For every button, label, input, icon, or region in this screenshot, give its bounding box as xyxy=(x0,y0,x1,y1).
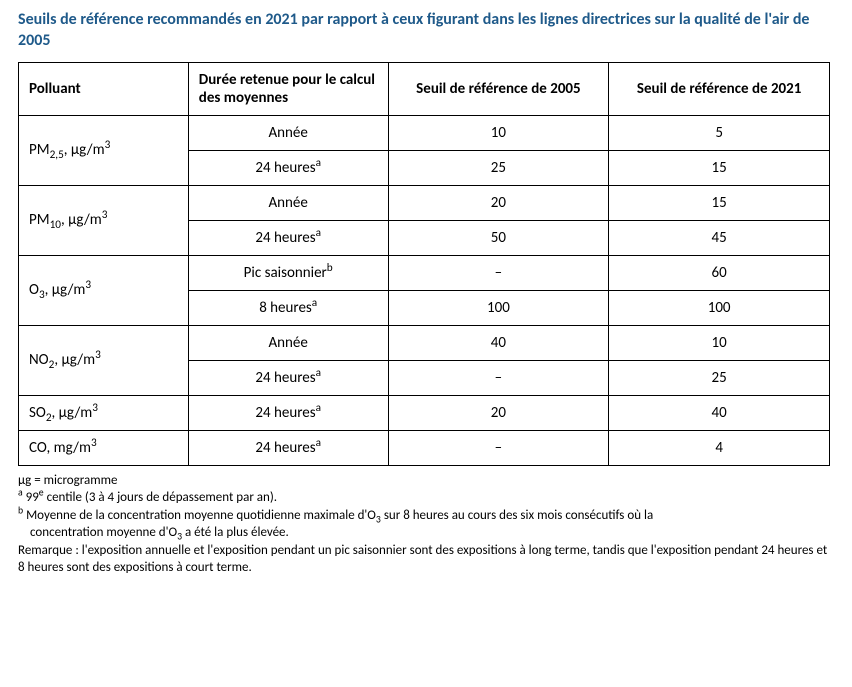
table-header-row: Polluant Durée retenue pour le calcul de… xyxy=(19,62,830,115)
footnote-line: b Moyenne de la concentration moyenne qu… xyxy=(18,507,830,525)
table-row: CO, mg/m324 heuresa–4 xyxy=(19,430,830,465)
cell-2005: – xyxy=(388,255,609,290)
cell-2021: 15 xyxy=(609,150,830,185)
cell-2005: 40 xyxy=(388,325,609,360)
cell-2005: 100 xyxy=(388,290,609,325)
cell-2005: – xyxy=(388,360,609,395)
table-row: SO2, µg/m324 heuresa2040 xyxy=(19,395,830,430)
cell-2005: – xyxy=(388,430,609,465)
cell-duration: 24 heuresa xyxy=(188,220,388,255)
footnote-line: Remarque : l'exposition annuelle et l'ex… xyxy=(18,542,830,577)
cell-pollutant: O3, µg/m3 xyxy=(19,255,189,325)
cell-duration: 24 heuresa xyxy=(188,395,388,430)
cell-2005: 20 xyxy=(388,395,609,430)
cell-2021: 4 xyxy=(609,430,830,465)
cell-2021: 40 xyxy=(609,395,830,430)
footnote-line: concentration moyenne d'O3 a été la plus… xyxy=(18,524,830,542)
cell-2021: 5 xyxy=(609,115,830,150)
cell-duration: Année xyxy=(188,325,388,360)
cell-duration: 8 heuresa xyxy=(188,290,388,325)
reference-table: Polluant Durée retenue pour le calcul de… xyxy=(18,62,830,466)
cell-pollutant: PM2,5, µg/m3 xyxy=(19,115,189,185)
cell-2005: 25 xyxy=(388,150,609,185)
cell-2005: 50 xyxy=(388,220,609,255)
cell-2021: 25 xyxy=(609,360,830,395)
cell-pollutant: PM10, µg/m3 xyxy=(19,185,189,255)
cell-duration: 24 heuresa xyxy=(188,360,388,395)
table-row: PM2,5, µg/m3Année105 xyxy=(19,115,830,150)
footnotes: µg = microgramme a 99e centile (3 à 4 jo… xyxy=(18,472,830,577)
table-row: NO2, µg/m3Année4010 xyxy=(19,325,830,360)
cell-duration: 24 heuresa xyxy=(188,430,388,465)
cell-2021: 60 xyxy=(609,255,830,290)
cell-2021: 45 xyxy=(609,220,830,255)
header-2021: Seuil de référence de 2021 xyxy=(609,62,830,115)
header-2005: Seuil de référence de 2005 xyxy=(388,62,609,115)
cell-pollutant: CO, mg/m3 xyxy=(19,430,189,465)
table-row: PM10, µg/m3Année2015 xyxy=(19,185,830,220)
table-row: O3, µg/m3Pic saisonnierb–60 xyxy=(19,255,830,290)
header-pollutant: Polluant xyxy=(19,62,189,115)
cell-duration: Année xyxy=(188,185,388,220)
footnote-line: a 99e centile (3 à 4 jours de dépassemen… xyxy=(18,489,830,507)
page-title: Seuils de référence recommandés en 2021 … xyxy=(18,10,834,52)
cell-2021: 10 xyxy=(609,325,830,360)
cell-pollutant: NO2, µg/m3 xyxy=(19,325,189,395)
cell-duration: Pic saisonnierb xyxy=(188,255,388,290)
footnote-line: µg = microgramme xyxy=(18,472,830,490)
cell-2021: 15 xyxy=(609,185,830,220)
cell-duration: 24 heuresa xyxy=(188,150,388,185)
cell-duration: Année xyxy=(188,115,388,150)
cell-2005: 20 xyxy=(388,185,609,220)
cell-2021: 100 xyxy=(609,290,830,325)
cell-pollutant: SO2, µg/m3 xyxy=(19,395,189,430)
cell-2005: 10 xyxy=(388,115,609,150)
header-duration: Durée retenue pour le calcul des moyenne… xyxy=(188,62,388,115)
